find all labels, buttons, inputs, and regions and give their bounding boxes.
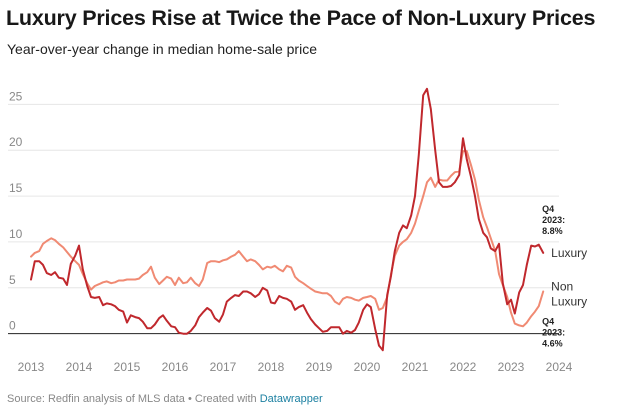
x-tick-label: 2019: [306, 360, 333, 374]
y-tick-label: 25: [9, 89, 23, 103]
y-axis-ticks: 0 5 10 15 20 25: [9, 89, 23, 332]
annotation-luxury: 8.8%: [542, 226, 563, 236]
y-tick-label: 10: [9, 227, 23, 241]
x-tick-label: 2013: [18, 360, 45, 374]
gridlines: [8, 103, 559, 335]
y-tick-label: 5: [9, 273, 16, 287]
x-tick-label: 2020: [354, 360, 381, 374]
annotation-non-luxury: 4.6%: [542, 339, 563, 349]
chart-subtitle: Year-over-year change in median home-sal…: [7, 41, 317, 57]
x-tick-label: 2018: [258, 360, 285, 374]
y-tick-label: 20: [9, 135, 23, 149]
footer-source: Source: Redfin analysis of MLS data • Cr…: [7, 393, 323, 405]
x-tick-label: 2024: [546, 360, 573, 374]
annotation-non-luxury: Q4: [542, 317, 554, 327]
x-tick-label: 2023: [498, 360, 525, 374]
datawrapper-link[interactable]: Datawrapper: [259, 393, 323, 405]
series-label-non-luxury: Non: [551, 279, 573, 293]
chart-title: Luxury Prices Rise at Twice the Pace of …: [6, 6, 596, 30]
annotation-luxury: Q4: [542, 204, 554, 214]
series-line-non-luxury: [30, 150, 545, 328]
x-tick-label: 2016: [162, 360, 189, 374]
series-lines: [30, 87, 545, 352]
annotation-non-luxury: 2023:: [542, 328, 565, 338]
y-tick-label: 0: [9, 319, 16, 333]
x-axis-ticks: 2013 2014 2015 2016 2017 2018 2019 2020 2021 2022…: [18, 360, 573, 374]
series-line-luxury: [30, 87, 545, 352]
x-tick-label: 2022: [450, 360, 477, 374]
x-tick-label: 2021: [402, 360, 429, 374]
x-tick-label: 2017: [210, 360, 237, 374]
series-label-non-luxury-line2: Luxury: [551, 294, 587, 308]
source-text: Source: Redfin analysis of MLS data • Cr…: [7, 393, 260, 405]
y-tick-label: 15: [9, 181, 23, 195]
x-tick-label: 2014: [66, 360, 93, 374]
x-tick-label: 2015: [114, 360, 141, 374]
series-label-luxury: Luxury: [551, 246, 587, 260]
annotation-luxury: 2023:: [542, 215, 565, 225]
